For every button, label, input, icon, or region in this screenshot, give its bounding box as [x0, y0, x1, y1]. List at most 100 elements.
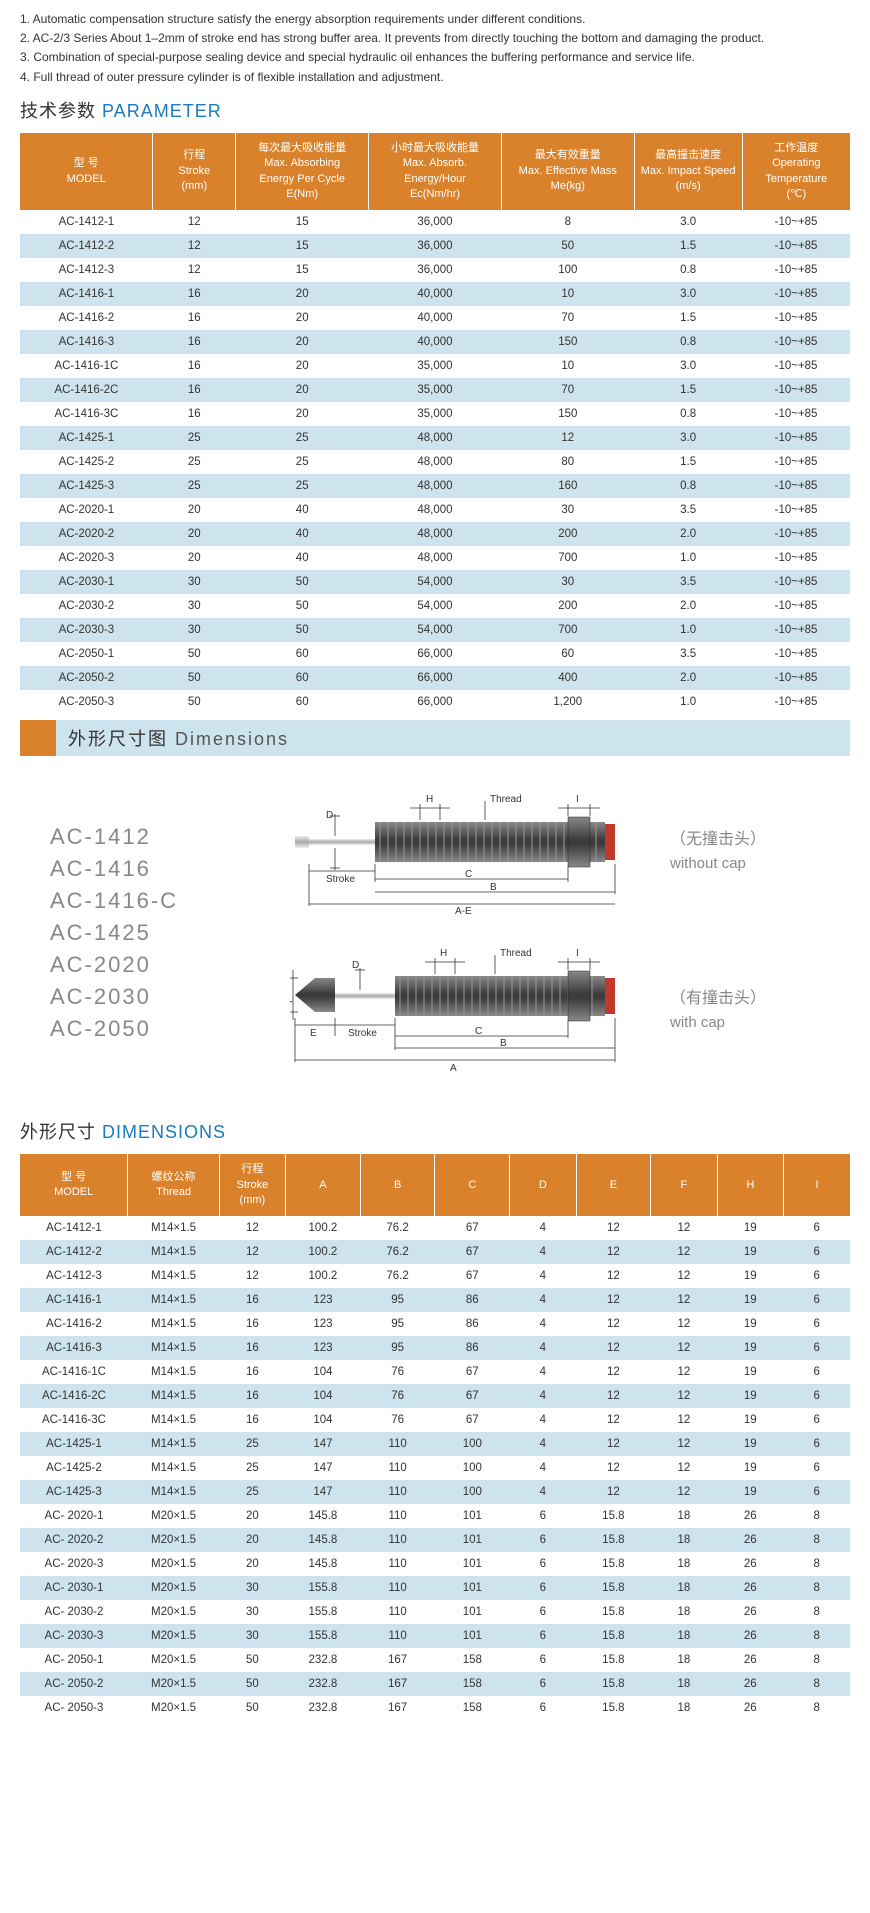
- table-cell: -10~+85: [742, 546, 850, 570]
- table-cell: 20: [236, 402, 369, 426]
- table-cell: 1.5: [634, 450, 742, 474]
- table-cell: 8: [784, 1696, 851, 1720]
- table-cell: 6: [784, 1432, 851, 1456]
- table-cell: 12: [651, 1480, 717, 1504]
- table-cell: 101: [435, 1552, 510, 1576]
- table-cell: 95: [360, 1288, 435, 1312]
- table-cell: 100.2: [286, 1216, 361, 1240]
- table-cell: -10~+85: [742, 234, 850, 258]
- table-cell: 50: [219, 1696, 285, 1720]
- table-cell: 50: [236, 618, 369, 642]
- table-cell: 12: [651, 1432, 717, 1456]
- table-cell: 3.5: [634, 570, 742, 594]
- table-row: AC- 2050-2M20×1.550232.8167158615.818268: [20, 1672, 850, 1696]
- dim-header-cell: D: [510, 1154, 576, 1216]
- model-list: AC-1412AC-1416AC-1416-CAC-1425AC-2020AC-…: [50, 824, 280, 1042]
- table-cell: 40,000: [369, 306, 502, 330]
- table-cell: 67: [435, 1360, 510, 1384]
- table-cell: -10~+85: [742, 354, 850, 378]
- svg-text:H: H: [426, 794, 433, 805]
- table-cell: 16: [153, 354, 236, 378]
- table-row: AC- 2050-3M20×1.550232.8167158615.818268: [20, 1696, 850, 1720]
- table-cell: 54,000: [369, 570, 502, 594]
- dim-header-cell: 行程Stroke(mm): [219, 1154, 285, 1216]
- table-row: AC-1425-3252548,0001600.8-10~+85: [20, 474, 850, 498]
- table-row: AC-1416-1CM14×1.516104766741212196: [20, 1360, 850, 1384]
- table-cell: 167: [360, 1672, 435, 1696]
- table-cell: 8: [784, 1624, 851, 1648]
- table-cell: 4: [510, 1240, 576, 1264]
- table-cell: M14×1.5: [128, 1456, 219, 1480]
- table-cell: 76: [360, 1408, 435, 1432]
- table-cell: AC-2030-2: [20, 594, 153, 618]
- table-cell: 15.8: [576, 1648, 651, 1672]
- table-cell: 104: [286, 1408, 361, 1432]
- table-row: AC-1425-1252548,000123.0-10~+85: [20, 426, 850, 450]
- table-row: AC-2050-1506066,000603.5-10~+85: [20, 642, 850, 666]
- table-cell: 95: [360, 1336, 435, 1360]
- table-cell: 6: [510, 1600, 576, 1624]
- table-cell: 1.5: [634, 234, 742, 258]
- table-cell: 16: [219, 1312, 285, 1336]
- table-cell: 76: [360, 1384, 435, 1408]
- table-cell: 25: [219, 1480, 285, 1504]
- table-cell: 18: [651, 1696, 717, 1720]
- table-cell: 6: [784, 1480, 851, 1504]
- table-cell: 160: [501, 474, 634, 498]
- table-cell: AC-1416-3C: [20, 1408, 128, 1432]
- table-cell: 6: [784, 1240, 851, 1264]
- model-list-item: AC-2050: [50, 1016, 280, 1042]
- table-cell: 15.8: [576, 1672, 651, 1696]
- table-cell: 26: [717, 1504, 783, 1528]
- table-cell: 110: [360, 1528, 435, 1552]
- table-cell: M14×1.5: [128, 1288, 219, 1312]
- table-cell: 1.5: [634, 378, 742, 402]
- table-cell: 4: [510, 1456, 576, 1480]
- table-cell: 12: [501, 426, 634, 450]
- table-cell: AC-1416-2: [20, 1312, 128, 1336]
- table-cell: M14×1.5: [128, 1312, 219, 1336]
- table-cell: 48,000: [369, 426, 502, 450]
- dim-header-cell: B: [360, 1154, 435, 1216]
- table-cell: AC-1425-1: [20, 1432, 128, 1456]
- table-cell: 100: [435, 1456, 510, 1480]
- table-row: AC- 2030-3M20×1.530155.8110101615.818268: [20, 1624, 850, 1648]
- table-cell: 232.8: [286, 1672, 361, 1696]
- table-cell: 147: [286, 1480, 361, 1504]
- table-cell: AC-1416-1C: [20, 354, 153, 378]
- table-cell: 18: [651, 1576, 717, 1600]
- table-cell: 1.0: [634, 618, 742, 642]
- table-cell: 4: [510, 1480, 576, 1504]
- table-cell: AC- 2050-1: [20, 1648, 128, 1672]
- table-cell: 1.5: [634, 306, 742, 330]
- table-cell: -10~+85: [742, 498, 850, 522]
- dimensions-diagram-bar: 外形尺寸图 Dimensions: [20, 720, 850, 756]
- table-cell: 6: [784, 1288, 851, 1312]
- table-cell: 110: [360, 1624, 435, 1648]
- table-row: AC-2020-1204048,000303.5-10~+85: [20, 498, 850, 522]
- table-cell: -10~+85: [742, 330, 850, 354]
- table-cell: 76.2: [360, 1264, 435, 1288]
- table-row: AC-1425-3M14×1.52514711010041212196: [20, 1480, 850, 1504]
- dim-header-cell: 型 号MODEL: [20, 1154, 128, 1216]
- svg-text:C: C: [465, 869, 472, 880]
- table-cell: 200: [501, 522, 634, 546]
- table-cell: 12: [576, 1216, 651, 1240]
- table-cell: 15.8: [576, 1576, 651, 1600]
- svg-text:F: F: [290, 997, 295, 1003]
- svg-text:Stroke: Stroke: [348, 1028, 377, 1039]
- table-cell: 19: [717, 1288, 783, 1312]
- model-list-item: AC-2030: [50, 984, 280, 1010]
- table-cell: 95: [360, 1312, 435, 1336]
- table-cell: 48,000: [369, 450, 502, 474]
- table-cell: AC- 2050-2: [20, 1672, 128, 1696]
- shock-absorber-without-cap-icon: D H Thread I Stroke C B A-E: [290, 786, 660, 916]
- table-cell: 35,000: [369, 402, 502, 426]
- table-cell: 18: [651, 1672, 717, 1696]
- table-cell: AC-2020-1: [20, 498, 153, 522]
- table-cell: AC-1416-1: [20, 282, 153, 306]
- table-cell: 110: [360, 1456, 435, 1480]
- table-cell: 400: [501, 666, 634, 690]
- table-row: AC-1416-1M14×1.516123958641212196: [20, 1288, 850, 1312]
- table-row: AC-1416-2162040,000701.5-10~+85: [20, 306, 850, 330]
